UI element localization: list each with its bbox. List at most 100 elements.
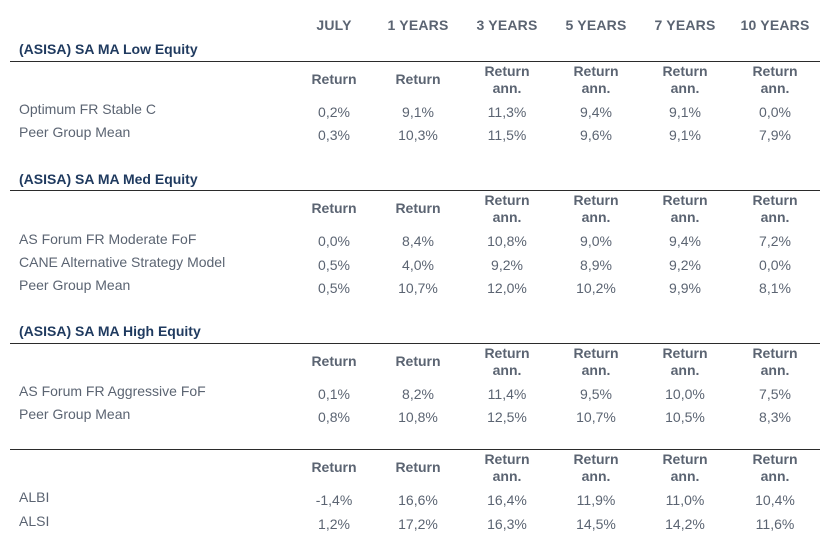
section-divider xyxy=(10,190,820,191)
cell-1-years: 17,2% xyxy=(398,516,438,532)
cell-5-years: 9,4% xyxy=(580,104,612,120)
cell-10-years: 10,4% xyxy=(755,492,795,508)
sub-header-return-ann: Return ann. xyxy=(484,63,530,96)
cell-3-years: 12,5% xyxy=(487,409,527,425)
cell-7-years: 9,4% xyxy=(669,233,701,249)
sub-header-return: Return xyxy=(311,200,357,216)
sub-header-return-ann: Return ann. xyxy=(662,451,708,484)
sub-header-return: Return xyxy=(395,353,441,369)
cell-10-years: 8,3% xyxy=(759,409,791,425)
sub-header-return-ann: Return ann. xyxy=(573,192,619,225)
cell-3-years: 16,4% xyxy=(487,492,527,508)
column-headers: JULY 1 YEARS 3 YEARS 5 YEARS 7 YEARS 10 … xyxy=(0,17,830,35)
sub-header-return-ann: Return ann. xyxy=(752,192,798,225)
cell-5-years: 8,9% xyxy=(580,257,612,273)
cell-5-years: 14,5% xyxy=(576,516,616,532)
column-header-5-years: 5 YEARS xyxy=(565,17,627,33)
cell-5-years: 9,5% xyxy=(580,386,612,402)
section-title: (ASISA) SA MA Med Equity xyxy=(19,171,198,187)
row-label: ALSI xyxy=(19,513,50,529)
cell-july: 0,2% xyxy=(318,104,350,120)
cell-5-years: 10,7% xyxy=(576,409,616,425)
column-header-3-years: 3 YEARS xyxy=(476,17,538,33)
cell-7-years: 10,5% xyxy=(665,409,705,425)
cell-7-years: 9,2% xyxy=(669,257,701,273)
column-header-10-years: 10 YEARS xyxy=(740,17,810,33)
cell-1-years: 16,6% xyxy=(398,492,438,508)
sub-header-return-ann: Return ann. xyxy=(752,345,798,378)
row-label: ALBI xyxy=(19,489,50,505)
sub-header-return-ann: Return ann. xyxy=(573,345,619,378)
cell-july: 0,1% xyxy=(318,386,350,402)
cell-3-years: 16,3% xyxy=(487,516,527,532)
sub-header-return: Return xyxy=(311,71,357,87)
cell-july: -1,4% xyxy=(315,492,353,508)
sub-header-return-ann: Return ann. xyxy=(662,345,708,378)
sub-header-return-ann: Return ann. xyxy=(752,63,798,96)
row-label: AS Forum FR Aggressive FoF xyxy=(19,383,206,399)
section-title: (ASISA) SA MA High Equity xyxy=(19,323,201,339)
sub-header-return-ann: Return ann. xyxy=(484,192,530,225)
column-header-1-years: 1 YEARS xyxy=(387,17,449,33)
sub-header-return-ann: Return ann. xyxy=(662,192,708,225)
cell-10-years: 0,0% xyxy=(759,257,791,273)
cell-10-years: 0,0% xyxy=(759,104,791,120)
cell-3-years: 11,3% xyxy=(487,104,527,120)
section-divider xyxy=(10,449,820,450)
sub-header-return-ann: Return ann. xyxy=(484,345,530,378)
cell-1-years: 10,7% xyxy=(398,280,438,296)
section-divider xyxy=(10,343,820,344)
cell-10-years: 7,9% xyxy=(759,127,791,143)
row-label: Peer Group Mean xyxy=(19,277,131,293)
cell-3-years: 10,8% xyxy=(487,233,527,249)
cell-1-years: 8,4% xyxy=(402,233,434,249)
sub-header-return: Return xyxy=(395,459,441,475)
sub-header-return-ann: Return ann. xyxy=(752,451,798,484)
sub-header-return-ann: Return ann. xyxy=(573,451,619,484)
row-label: AS Forum FR Moderate FoF xyxy=(19,231,197,247)
sub-header-return: Return xyxy=(395,200,441,216)
cell-10-years: 7,5% xyxy=(759,386,791,402)
cell-5-years: 10,2% xyxy=(576,280,616,296)
cell-1-years: 10,8% xyxy=(398,409,438,425)
cell-7-years: 11,0% xyxy=(665,492,705,508)
cell-7-years: 9,9% xyxy=(669,280,701,296)
row-label: Peer Group Mean xyxy=(19,124,131,140)
cell-10-years: 11,6% xyxy=(755,516,795,532)
section-title: (ASISA) SA MA Low Equity xyxy=(19,41,198,57)
sub-header-return-ann: Return ann. xyxy=(484,451,530,484)
column-header-july: JULY xyxy=(316,17,352,33)
cell-3-years: 11,4% xyxy=(487,386,527,402)
cell-july: 0,8% xyxy=(318,409,350,425)
cell-3-years: 9,2% xyxy=(491,257,523,273)
cell-july: 0,0% xyxy=(318,233,350,249)
column-header-7-years: 7 YEARS xyxy=(654,17,716,33)
cell-5-years: 9,6% xyxy=(580,127,612,143)
cell-7-years: 14,2% xyxy=(665,516,705,532)
row-label: Peer Group Mean xyxy=(19,406,131,422)
cell-10-years: 7,2% xyxy=(759,233,791,249)
cell-5-years: 9,0% xyxy=(580,233,612,249)
cell-3-years: 12,0% xyxy=(487,280,527,296)
sub-header-return: Return xyxy=(395,71,441,87)
cell-3-years: 11,5% xyxy=(487,127,527,143)
cell-1-years: 10,3% xyxy=(398,127,438,143)
cell-july: 0,5% xyxy=(318,280,350,296)
sub-header-return: Return xyxy=(311,459,357,475)
cell-july: 0,5% xyxy=(318,257,350,273)
cell-july: 0,3% xyxy=(318,127,350,143)
cell-1-years: 8,2% xyxy=(402,386,434,402)
section-divider xyxy=(10,61,820,62)
cell-1-years: 9,1% xyxy=(402,104,434,120)
row-label: Optimum FR Stable C xyxy=(19,101,156,117)
sub-header-return: Return xyxy=(311,353,357,369)
cell-1-years: 4,0% xyxy=(402,257,434,273)
cell-5-years: 11,9% xyxy=(576,492,616,508)
sub-header-return-ann: Return ann. xyxy=(662,63,708,96)
cell-july: 1,2% xyxy=(318,516,350,532)
cell-7-years: 9,1% xyxy=(669,127,701,143)
cell-7-years: 10,0% xyxy=(665,386,705,402)
sub-header-return-ann: Return ann. xyxy=(573,63,619,96)
row-label: CANE Alternative Strategy Model xyxy=(19,254,226,270)
cell-7-years: 9,1% xyxy=(669,104,701,120)
